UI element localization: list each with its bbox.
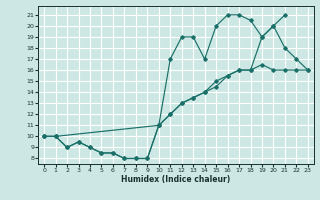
X-axis label: Humidex (Indice chaleur): Humidex (Indice chaleur) [121, 175, 231, 184]
